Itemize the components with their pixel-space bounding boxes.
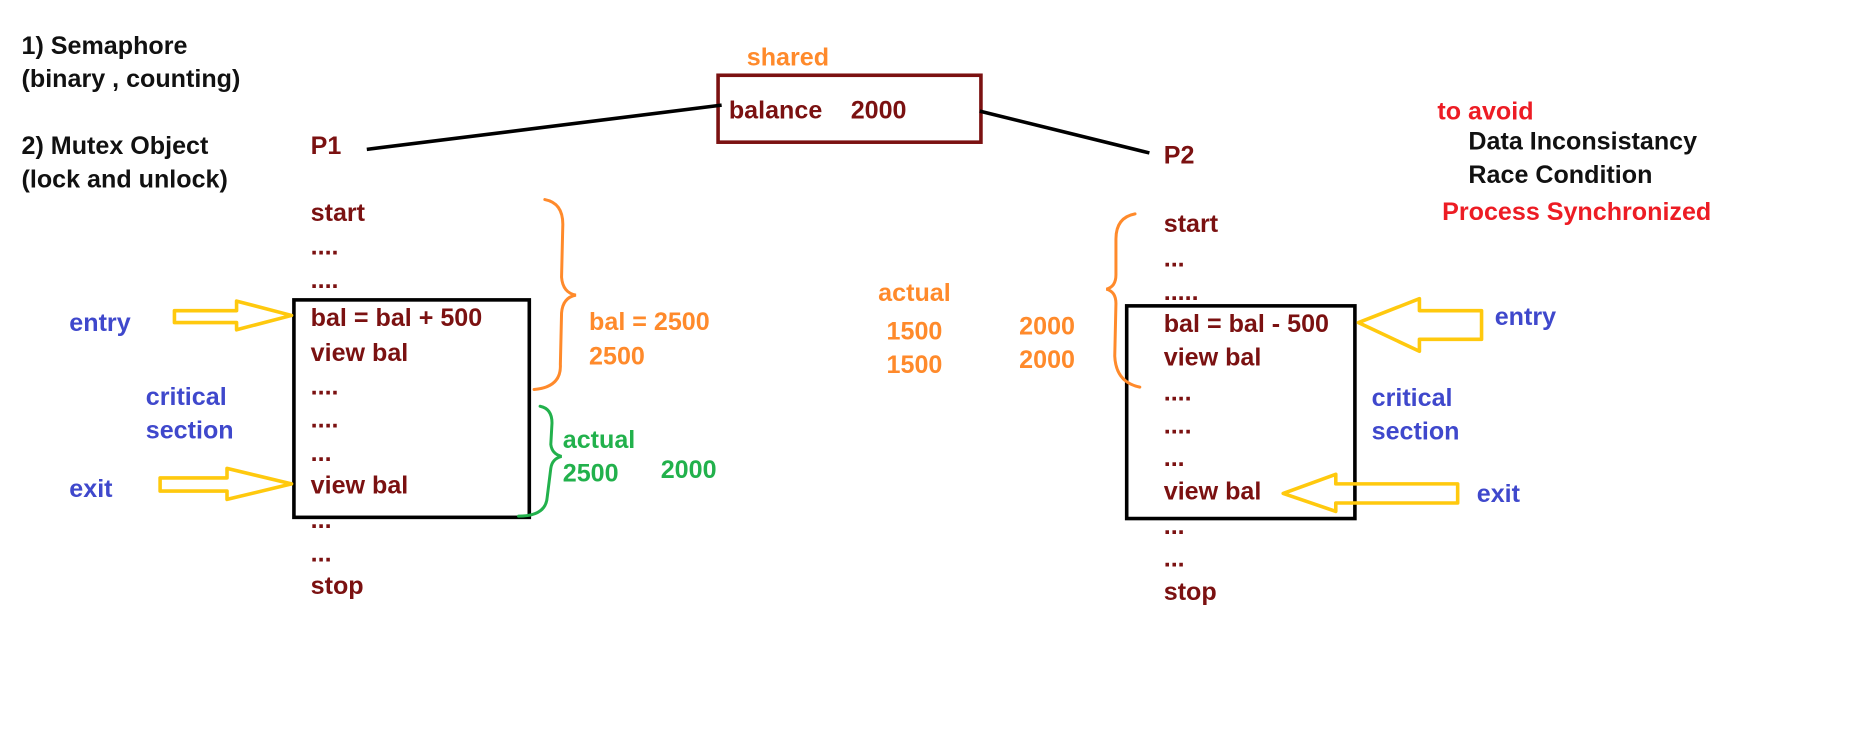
- semaphore-types: (binary , counting): [21, 65, 241, 94]
- p2-entry-arrow: [1356, 296, 1484, 354]
- p2-line: ....: [1163, 378, 1192, 407]
- p2-actual-right-1: 2000: [1019, 313, 1075, 341]
- p2-line: bal = bal - 500: [1163, 310, 1330, 339]
- p1-line: ...: [310, 540, 332, 568]
- p1-line: ...: [310, 439, 332, 468]
- p1-line: start: [310, 199, 366, 228]
- p2-actual-right-2: 2000: [1019, 346, 1075, 374]
- p1-line: view bal: [310, 471, 409, 500]
- p1-line: ....: [310, 266, 339, 294]
- goal-race-condition: Race Condition: [1468, 161, 1653, 189]
- p1-line: ...: [310, 506, 332, 535]
- p1-green-brace: [517, 404, 562, 518]
- shared-box: [716, 73, 983, 144]
- p1-critical-box: [292, 298, 532, 520]
- p1-critical-label: critical: [145, 383, 227, 412]
- connector-p1-shared: [366, 103, 722, 152]
- goals-heading: to avoid: [1437, 97, 1534, 126]
- p2-line: view bal: [1163, 477, 1262, 506]
- p2-line: stop: [1163, 578, 1217, 606]
- p1-line: stop: [310, 572, 364, 600]
- p1-line: ....: [310, 232, 339, 261]
- goal-result: Process Synchronized: [1442, 198, 1712, 226]
- semaphore-title: 1) Semaphore: [21, 32, 188, 60]
- p2-line: view bal: [1163, 344, 1262, 372]
- connector-shared-p2: [979, 109, 1150, 155]
- p2-line: .....: [1163, 278, 1199, 306]
- shared-value: 2000: [850, 96, 907, 125]
- p2-line: ...: [1163, 544, 1185, 573]
- p1-actual-value-2: 2000: [660, 456, 717, 484]
- p1-entry-label: entry: [69, 309, 131, 337]
- p2-entry-label: entry: [1494, 303, 1557, 331]
- p1-exit-label: exit: [69, 475, 113, 504]
- p2-critical-label: critical: [1371, 384, 1453, 413]
- p1-note-value: 2500: [589, 342, 645, 371]
- p2-actual-label: actual: [878, 279, 951, 308]
- p2-line: ...: [1163, 244, 1185, 273]
- p2-exit-arrow: [1281, 472, 1460, 514]
- p2-line: ....: [1163, 412, 1192, 440]
- p2-label: P2: [1163, 142, 1195, 170]
- p1-label: P1: [310, 132, 342, 161]
- p1-exit-arrow: [158, 466, 294, 502]
- goal-data-inconsistency: Data Inconsistancy: [1468, 127, 1698, 156]
- p1-orange-brace: [532, 198, 577, 391]
- p2-actual-left-2: 1500: [886, 351, 943, 379]
- p2-line: ...: [1163, 512, 1185, 541]
- p2-orange-brace: [1105, 212, 1142, 389]
- p1-section-label: section: [145, 416, 234, 445]
- p2-actual-left-1: 1500: [886, 317, 943, 346]
- mutex-types: (lock and unlock): [21, 166, 228, 194]
- p1-entry-arrow: [172, 299, 294, 332]
- p2-exit-label: exit: [1476, 480, 1521, 508]
- p2-critical-box: [1124, 304, 1357, 521]
- p1-line: bal = bal + 500: [310, 304, 483, 333]
- p2-section-label: section: [1371, 418, 1460, 446]
- shared-variable: balance: [728, 96, 823, 125]
- p1-line: ....: [310, 406, 339, 434]
- p1-actual-label: actual: [562, 426, 636, 455]
- p1-actual-value: 2500: [562, 459, 619, 488]
- p1-line: ....: [310, 372, 339, 401]
- p1-note-bal: bal = 2500: [589, 308, 710, 336]
- mutex-title: 2) Mutex Object: [21, 132, 209, 161]
- p2-line: start: [1163, 210, 1219, 238]
- p1-line: view bal: [310, 339, 409, 367]
- p2-line: ...: [1163, 444, 1185, 472]
- shared-label: shared: [746, 44, 830, 72]
